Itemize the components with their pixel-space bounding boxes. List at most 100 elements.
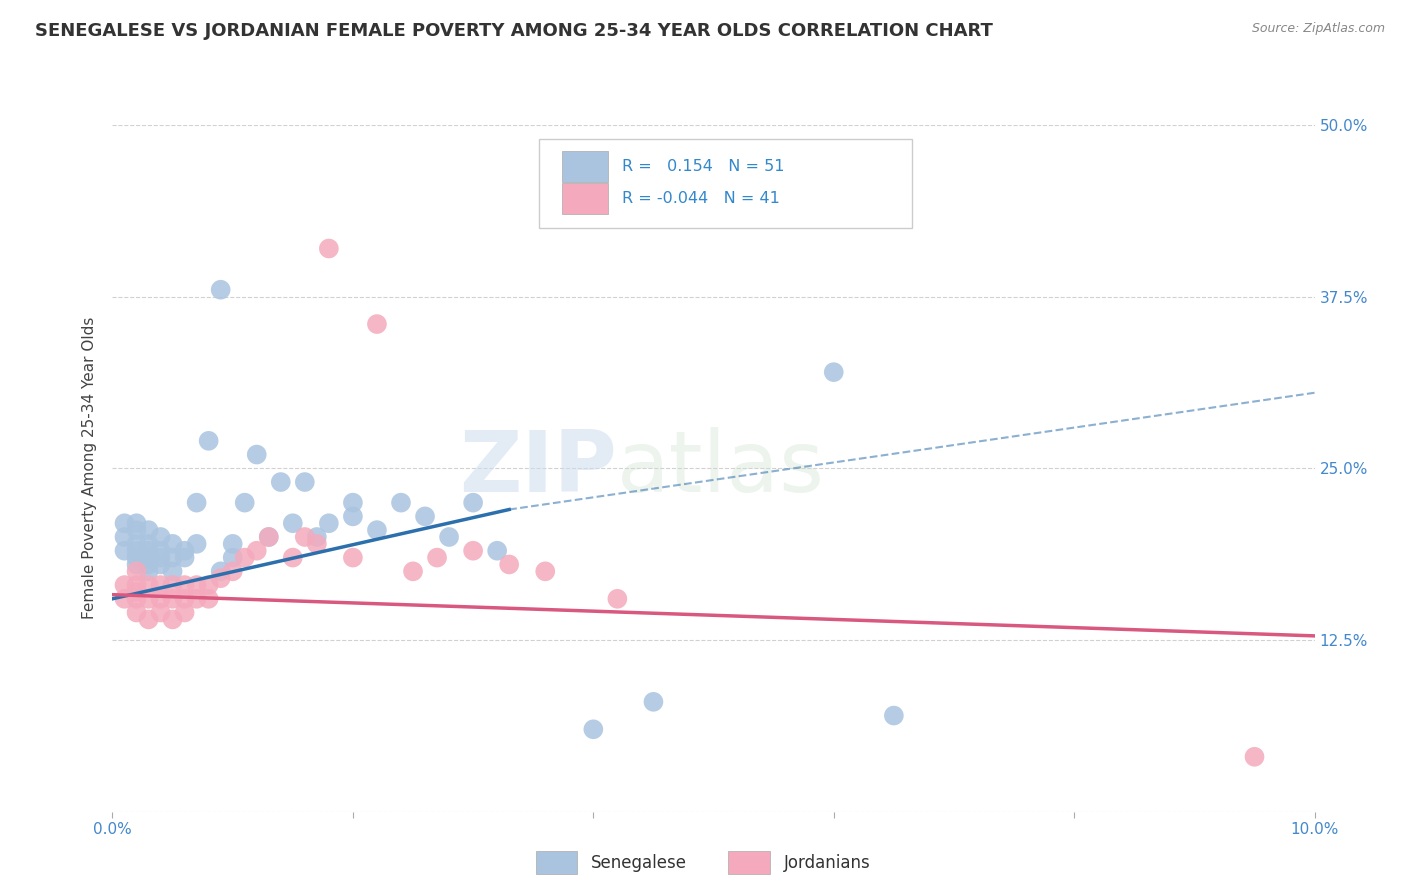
Point <box>125 543 148 558</box>
Point <box>186 537 208 551</box>
Point <box>149 558 172 572</box>
Point <box>149 543 172 558</box>
Point <box>149 530 172 544</box>
Point <box>173 543 195 558</box>
Point <box>222 550 245 565</box>
Point <box>402 565 425 579</box>
Point <box>1243 749 1265 764</box>
Point <box>125 558 148 572</box>
Text: atlas: atlas <box>617 426 825 510</box>
Point <box>173 606 195 620</box>
Point <box>209 283 232 297</box>
Point <box>186 591 208 606</box>
Point <box>149 578 172 592</box>
Point <box>197 578 219 592</box>
Point <box>437 530 460 544</box>
Point <box>114 530 136 544</box>
Point <box>246 543 269 558</box>
Point <box>162 578 184 592</box>
Point <box>498 558 520 572</box>
Point <box>138 558 160 572</box>
Point <box>138 543 160 558</box>
Point <box>222 565 245 579</box>
Point <box>173 550 195 565</box>
Point <box>114 591 136 606</box>
Point <box>125 585 148 599</box>
Point <box>138 578 160 592</box>
Point <box>582 723 605 737</box>
Point <box>294 475 316 489</box>
Point <box>197 434 219 448</box>
Point <box>138 565 160 579</box>
Point <box>413 509 436 524</box>
Text: Source: ZipAtlas.com: Source: ZipAtlas.com <box>1251 22 1385 36</box>
Point <box>162 565 184 579</box>
Point <box>257 530 280 544</box>
Point <box>125 550 148 565</box>
Point <box>114 543 136 558</box>
Bar <box>562 151 607 182</box>
Point <box>125 578 148 592</box>
Point <box>138 612 160 626</box>
Bar <box>562 183 607 214</box>
Text: ZIP: ZIP <box>460 426 617 510</box>
Point <box>366 317 388 331</box>
Point <box>222 537 245 551</box>
Point <box>186 495 208 509</box>
Point <box>246 448 269 462</box>
Point <box>883 708 905 723</box>
Point <box>305 537 328 551</box>
Point <box>125 606 148 620</box>
Point <box>138 523 160 537</box>
Point <box>389 495 412 509</box>
Point <box>426 550 449 565</box>
Point <box>823 365 845 379</box>
Point <box>125 537 148 551</box>
Point <box>294 530 316 544</box>
Point <box>162 537 184 551</box>
Point <box>209 565 232 579</box>
Point <box>461 543 484 558</box>
Point <box>149 550 172 565</box>
Point <box>125 523 148 537</box>
Point <box>149 606 172 620</box>
Y-axis label: Female Poverty Among 25-34 Year Olds: Female Poverty Among 25-34 Year Olds <box>82 318 97 619</box>
Point <box>305 530 328 544</box>
Point <box>233 495 256 509</box>
Point <box>461 495 484 509</box>
Point <box>643 695 665 709</box>
Point <box>162 591 184 606</box>
Point <box>342 495 364 509</box>
Point <box>173 578 195 592</box>
Point <box>318 242 340 256</box>
Point <box>125 516 148 531</box>
Legend: Senegalese, Jordanians: Senegalese, Jordanians <box>531 846 875 880</box>
Point <box>173 591 195 606</box>
Point <box>270 475 292 489</box>
Point <box>162 612 184 626</box>
Point <box>125 591 148 606</box>
Point <box>125 565 148 579</box>
Point <box>186 578 208 592</box>
Point <box>114 516 136 531</box>
Point <box>114 578 136 592</box>
Text: R =   0.154   N = 51: R = 0.154 N = 51 <box>623 159 785 174</box>
Point <box>209 571 232 585</box>
Point <box>342 550 364 565</box>
Point <box>149 591 172 606</box>
Point <box>318 516 340 531</box>
Point <box>342 509 364 524</box>
Point <box>606 591 628 606</box>
Point <box>138 537 160 551</box>
FancyBboxPatch shape <box>540 138 912 228</box>
Point <box>138 550 160 565</box>
Point <box>257 530 280 544</box>
Point <box>162 550 184 565</box>
Point <box>534 565 557 579</box>
Point <box>486 543 509 558</box>
Point <box>197 591 219 606</box>
Point <box>138 591 160 606</box>
Text: R = -0.044   N = 41: R = -0.044 N = 41 <box>623 191 780 206</box>
Point <box>281 516 304 531</box>
Point <box>366 523 388 537</box>
